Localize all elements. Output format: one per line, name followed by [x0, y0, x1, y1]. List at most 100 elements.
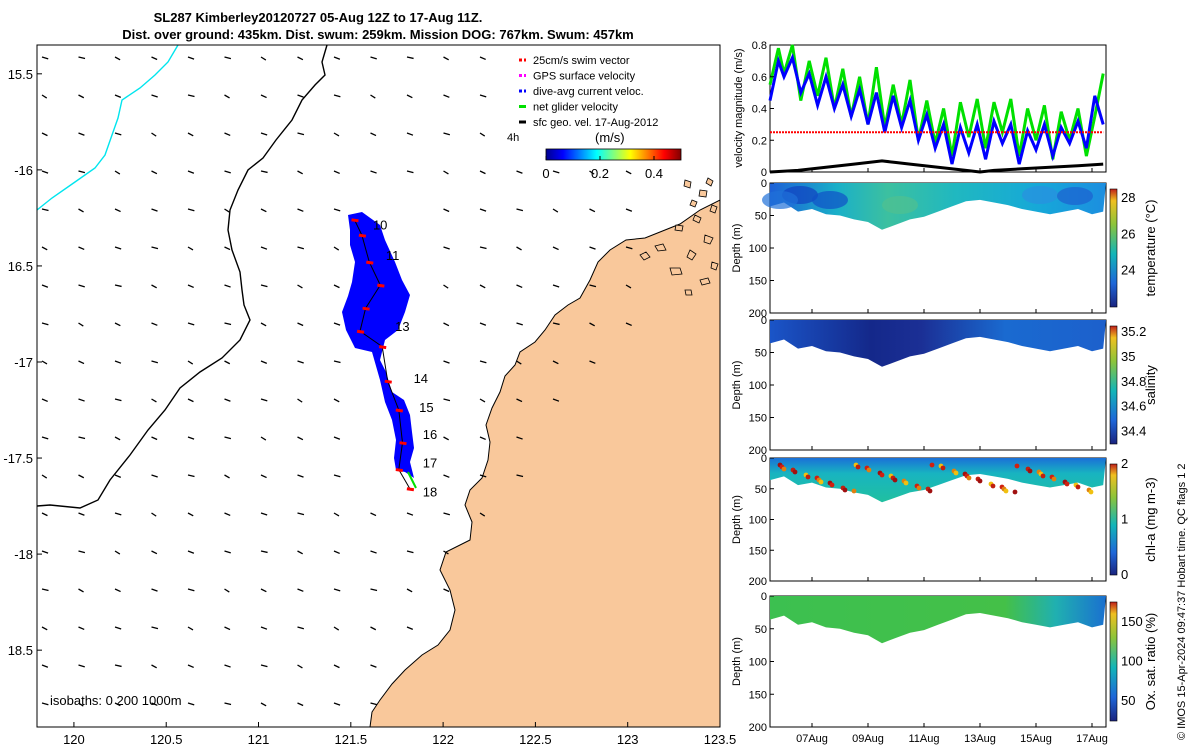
current-arrow [78, 322, 84, 327]
legend-label: net glider velocity [533, 102, 618, 114]
chla-dot [966, 475, 972, 481]
current-arrow [443, 588, 450, 593]
current-arrow [260, 322, 267, 327]
velocity-series [768, 53, 1105, 165]
current-arrow [187, 474, 195, 478]
current-vector-field [41, 56, 633, 707]
current-arrow [151, 170, 158, 175]
current-arrow [151, 360, 159, 364]
current-arrow [406, 550, 414, 554]
swim-vector [395, 408, 404, 413]
swim-vector [384, 379, 392, 384]
current-arrow [443, 56, 449, 61]
current-arrow [552, 170, 560, 174]
current-arrow [333, 398, 340, 403]
current-arrow [370, 56, 377, 60]
current-arrow [589, 284, 597, 288]
current-arrow [443, 208, 450, 213]
current-arrow [78, 664, 85, 668]
swim-vector [356, 329, 365, 334]
current-arrow [41, 56, 49, 60]
legend-label: GPS surface velocity [533, 71, 636, 83]
current-arrow [151, 94, 158, 98]
current-arrow [151, 626, 159, 630]
current-arrow [479, 398, 486, 403]
current-arrow [260, 626, 268, 630]
current-arrow [41, 322, 49, 326]
current-arrow [151, 398, 157, 403]
current-arrow [625, 170, 632, 175]
current-arrow [114, 56, 121, 61]
section-ylabel: Depth (m) [731, 637, 743, 686]
section-ytick-label: 150 [749, 689, 767, 701]
current-arrow [151, 436, 158, 441]
current-arrow [78, 170, 86, 174]
velocity-panel: 0 0.2 0.4 0.6 0.8 velocity magnitude (m/s) [733, 40, 1107, 179]
current-arrow [443, 436, 449, 441]
current-arrow [333, 360, 341, 364]
oxygen-panel [769, 595, 1107, 728]
current-arrow [333, 664, 340, 669]
current-arrow [479, 512, 486, 517]
day-label: 18 [423, 484, 437, 499]
section-ytick-label: 0 [761, 453, 767, 465]
current-arrow [370, 664, 377, 668]
date-tick-label: 11Aug [909, 733, 940, 745]
section-ytick-label: 100 [749, 515, 767, 527]
current-arrow [297, 664, 303, 669]
current-arrow [114, 664, 122, 668]
current-arrow [41, 664, 49, 668]
current-arrow [41, 132, 48, 137]
current-arrow [479, 94, 487, 98]
current-arrow [516, 284, 523, 289]
colorbar-tick-label: 0 [542, 166, 549, 181]
current-arrow [406, 94, 413, 99]
current-arrow [78, 550, 86, 554]
day-label: 11 [386, 248, 400, 263]
current-arrow [443, 550, 449, 555]
colorbar-unit: (m/s) [595, 130, 625, 145]
day-label: 17 [423, 456, 437, 471]
chla-dot [842, 487, 848, 493]
current-arrow [589, 360, 596, 364]
chla-dot [1051, 476, 1057, 482]
current-arrow [297, 474, 304, 478]
map-xtick-label: 120.5 [150, 732, 183, 747]
current-arrow [552, 284, 560, 288]
current-arrow [333, 512, 340, 517]
section-ytick-label: 200 [749, 576, 767, 588]
current-arrow [260, 170, 268, 174]
current-arrow [151, 246, 159, 250]
current-arrow [78, 436, 86, 440]
swim-vector [377, 283, 385, 288]
chla-dot [977, 478, 983, 484]
temperature-panel [762, 182, 1107, 314]
velocity-ytick-label: 0.4 [752, 104, 767, 116]
current-arrow [552, 322, 560, 326]
current-arrow [78, 94, 85, 99]
section-cbar-title: Ox. sat. ratio (%) [1143, 613, 1158, 711]
current-arrow [589, 246, 596, 250]
current-arrow [224, 702, 232, 706]
current-arrow [114, 246, 122, 250]
current-arrow [443, 398, 451, 402]
current-arrow [151, 702, 158, 706]
map-xtick-label: 122 [432, 732, 454, 747]
current-arrow [443, 284, 449, 289]
speed-colorbar [545, 148, 682, 161]
map-x-axis: 120 120.5 121 121.5 122 122.5 123 123.5 [63, 722, 736, 747]
current-arrow [41, 284, 49, 288]
velocity-ytick-label: 0.6 [752, 72, 767, 84]
current-arrow [114, 474, 122, 478]
chla-dot [990, 483, 996, 489]
chla-dot [953, 470, 959, 476]
section-ytick-label: 200 [749, 722, 767, 734]
current-arrow [114, 588, 121, 593]
current-arrow [333, 626, 340, 631]
current-arrow [224, 588, 230, 593]
current-arrow [78, 360, 85, 365]
map-ytick-label: -18 [14, 547, 33, 562]
temperature-patch [882, 196, 918, 214]
current-arrow [224, 322, 232, 326]
section-colorbar [1109, 601, 1118, 722]
